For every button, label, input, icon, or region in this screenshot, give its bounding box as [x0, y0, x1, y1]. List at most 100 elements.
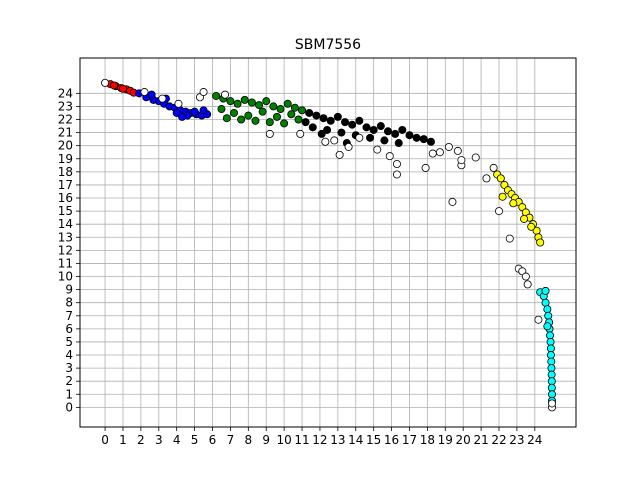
y-tick-label: 7: [65, 309, 73, 323]
data-point: [199, 88, 208, 97]
data-point: [546, 337, 555, 346]
y-tick-label: 3: [65, 361, 73, 375]
data-point: [521, 272, 530, 281]
data-point: [392, 159, 401, 168]
data-point: [489, 163, 498, 172]
data-point: [385, 152, 394, 161]
data-point: [471, 153, 480, 162]
data-point: [110, 81, 119, 90]
y-tick-label: 6: [65, 322, 73, 336]
y-tick-label: 8: [65, 296, 73, 310]
data-point: [546, 331, 555, 340]
data-point: [498, 192, 507, 201]
data-point: [369, 125, 378, 134]
data-point: [495, 207, 504, 216]
x-tick-label: 11: [294, 433, 309, 447]
data-point: [534, 315, 543, 324]
data-point: [548, 399, 557, 408]
data-points: [101, 78, 557, 412]
data-point: [330, 136, 339, 145]
y-tick-label: 12: [58, 243, 73, 257]
y-tick-label: 24: [58, 86, 73, 100]
x-tick-label: 23: [509, 433, 524, 447]
y-tick-label: 19: [58, 152, 73, 166]
data-point: [366, 133, 375, 142]
data-point: [233, 99, 242, 108]
y-tick-label: 22: [58, 113, 73, 127]
data-point: [337, 128, 346, 137]
data-point: [482, 174, 491, 183]
x-tick-label: 15: [366, 433, 381, 447]
data-point: [421, 163, 430, 172]
data-point: [333, 112, 342, 121]
y-tick-label: 16: [58, 191, 73, 205]
data-point: [405, 131, 414, 140]
data-point: [244, 111, 253, 120]
data-point: [543, 305, 552, 314]
data-point: [448, 197, 457, 206]
x-tick-label: 14: [348, 433, 363, 447]
data-point: [212, 91, 221, 100]
x-axis: 0 1 2 3 4 5 6 7 8 9 10 11 12 13 14 15 16 17 18 19 20 21 22 23 24: [101, 427, 542, 447]
x-tick-label: 7: [227, 433, 235, 447]
data-point: [237, 115, 246, 124]
data-point: [229, 108, 238, 117]
data-point: [547, 364, 556, 373]
x-tick-label: 5: [191, 433, 199, 447]
data-point: [380, 136, 389, 145]
data-point: [547, 383, 556, 392]
data-point: [269, 102, 278, 111]
data-point: [158, 94, 167, 103]
y-tick-label: 10: [58, 270, 73, 284]
data-point: [547, 377, 556, 386]
data-point: [222, 114, 231, 123]
data-point: [435, 148, 444, 157]
data-point: [547, 370, 556, 379]
data-point: [240, 95, 249, 104]
data-point: [178, 112, 187, 121]
x-tick-label: 21: [473, 433, 488, 447]
y-tick-label: 20: [58, 139, 73, 153]
data-point: [419, 135, 428, 144]
data-point: [496, 174, 505, 183]
data-point: [276, 105, 285, 114]
y-tick-label: 23: [58, 99, 73, 113]
data-point: [383, 127, 392, 136]
x-tick-label: 9: [262, 433, 270, 447]
data-point: [265, 118, 274, 127]
y-tick-label: 17: [58, 178, 73, 192]
data-point: [326, 116, 335, 125]
data-point: [199, 106, 208, 115]
data-point: [283, 99, 292, 108]
data-point: [221, 90, 230, 99]
data-point: [546, 344, 555, 353]
data-point: [305, 108, 314, 117]
y-tick-label: 0: [65, 400, 73, 414]
chart-title: SBM7556: [295, 37, 361, 53]
data-point: [453, 146, 462, 155]
data-point: [355, 116, 364, 125]
y-tick-label: 9: [65, 283, 73, 297]
data-point: [544, 311, 553, 320]
data-point: [523, 280, 532, 289]
data-point: [541, 298, 550, 307]
data-point: [344, 142, 353, 151]
data-point: [247, 98, 256, 107]
data-point: [348, 120, 357, 129]
x-tick-label: 3: [155, 433, 163, 447]
data-point: [505, 234, 514, 243]
y-tick-label: 21: [58, 126, 73, 140]
y-tick-label: 5: [65, 335, 73, 349]
y-tick-label: 1: [65, 387, 73, 401]
data-point: [251, 116, 260, 125]
data-point: [217, 105, 226, 114]
data-point: [362, 123, 371, 132]
data-point: [543, 322, 552, 331]
data-point: [335, 150, 344, 159]
x-tick-label: 6: [209, 433, 217, 447]
data-point: [287, 110, 296, 119]
plot-background: [80, 58, 576, 427]
data-point: [398, 125, 407, 134]
data-point: [319, 114, 328, 123]
data-point: [323, 125, 332, 134]
